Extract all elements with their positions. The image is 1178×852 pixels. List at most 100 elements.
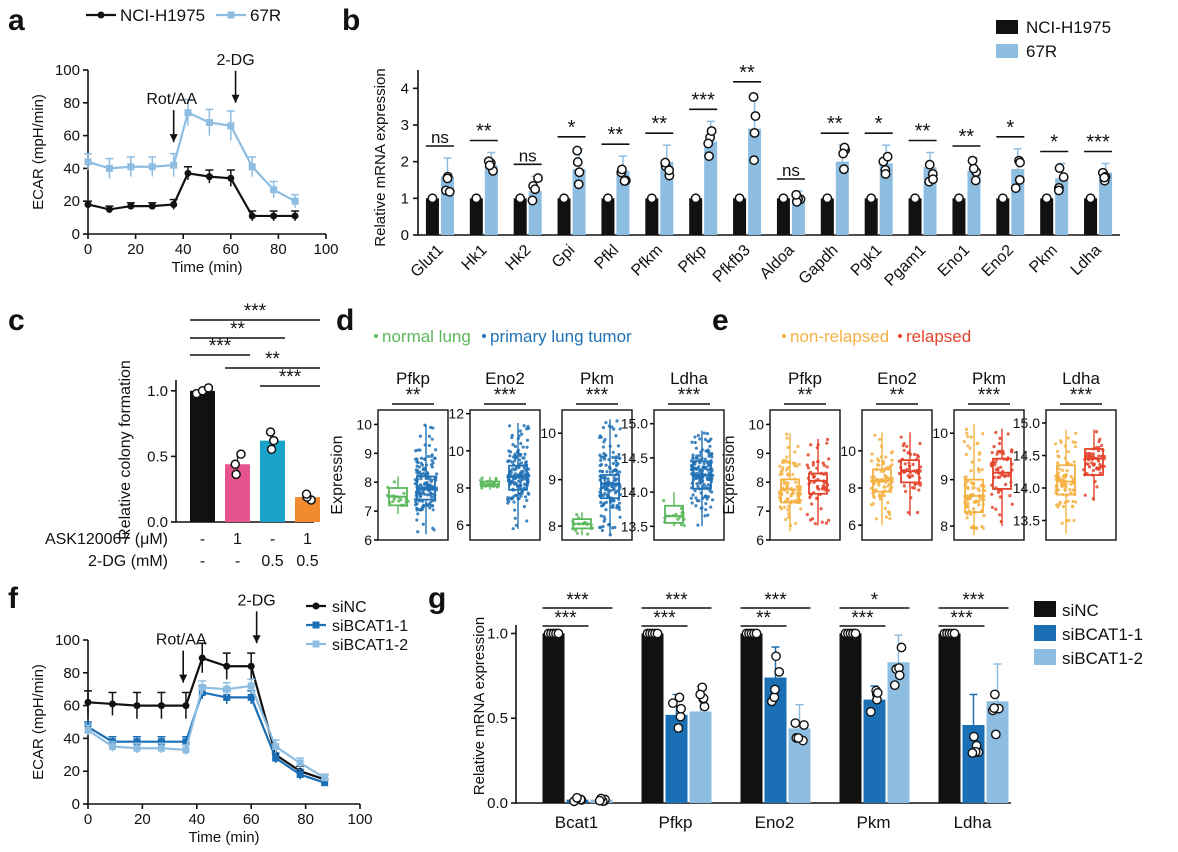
category-label: Bcat1	[555, 813, 598, 832]
data-dot	[512, 500, 516, 504]
annotation-label: 2-DG	[238, 592, 276, 609]
data-dot	[996, 490, 1001, 494]
data-dot	[616, 444, 621, 448]
data-dot	[966, 444, 970, 448]
significance-label: ***	[764, 590, 787, 611]
data-dot	[910, 193, 921, 204]
bar	[704, 141, 718, 235]
y-axis-label: Relative mRNA expression	[471, 617, 488, 795]
y-axis-label: Relative colony formation	[117, 360, 134, 540]
legend-label: siBCAT1-1	[332, 618, 408, 635]
y-tick-label: 15.0	[621, 416, 648, 432]
data-dot	[751, 628, 762, 639]
category-label: Pgk1	[848, 242, 886, 280]
data-dot	[416, 512, 420, 516]
data-point	[321, 774, 329, 782]
data-dot	[771, 651, 781, 662]
significance-label: **	[915, 121, 931, 143]
y-tick-label: 14.5	[1013, 448, 1040, 464]
data-dot	[696, 484, 700, 488]
data-dot	[786, 466, 790, 470]
data-dot	[890, 450, 894, 454]
data-dot	[1069, 491, 1073, 495]
y-tick-label: 0	[401, 227, 409, 244]
category-label: Pkm	[1026, 242, 1061, 277]
data-dot	[598, 525, 602, 530]
data-dot	[611, 450, 615, 454]
data-dot	[786, 508, 790, 512]
data-dot	[822, 485, 826, 489]
data-dot	[431, 508, 435, 512]
data-dot	[1066, 450, 1071, 454]
data-dot	[968, 163, 979, 174]
treatment-value: -	[235, 553, 240, 570]
data-dot	[819, 507, 823, 511]
significance-label: ns	[431, 128, 449, 147]
data-dot	[1074, 431, 1078, 435]
y-tick-label: 20	[63, 763, 80, 780]
data-dot	[699, 476, 703, 480]
data-dot	[782, 505, 787, 509]
data-dot	[1010, 448, 1014, 452]
data-point	[108, 700, 116, 708]
data-dot	[825, 465, 829, 469]
data-dot	[573, 179, 584, 190]
data-dot	[603, 488, 608, 492]
x-tick-label: 80	[297, 811, 314, 828]
bar	[641, 633, 664, 803]
legend-label: primary lung tumor	[490, 327, 632, 346]
data-dot	[698, 453, 702, 458]
data-dot	[902, 484, 906, 488]
box	[1084, 448, 1104, 476]
x-axis-label: Time (min)	[188, 829, 259, 846]
data-dot	[810, 517, 815, 521]
data-dot	[905, 444, 909, 449]
data-dot	[575, 531, 579, 535]
panel-letter-c: c	[8, 304, 25, 337]
data-dot	[996, 466, 1000, 470]
data-dot	[471, 193, 482, 204]
data-dot	[618, 456, 622, 460]
legend-label: non-relapsed	[790, 327, 889, 346]
data-dot	[533, 173, 543, 184]
data-dot	[976, 468, 980, 472]
data-dot	[675, 711, 686, 722]
data-dot	[902, 448, 906, 453]
data-dot	[1058, 500, 1062, 504]
data-dot	[513, 508, 517, 512]
data-dot	[785, 490, 790, 495]
significance-label: *	[1006, 117, 1014, 139]
data-dot	[695, 475, 699, 479]
data-dot	[703, 437, 708, 442]
y-tick-label: 6	[456, 517, 464, 533]
y-tick-label: 8	[548, 518, 556, 534]
data-dot	[430, 465, 434, 469]
data-dot	[778, 193, 789, 204]
x-tick-label: 100	[313, 241, 338, 258]
bar	[1040, 198, 1054, 235]
data-dot	[418, 494, 423, 498]
data-dot	[785, 455, 789, 459]
annotation-arrowhead	[169, 134, 178, 143]
data-dot	[778, 464, 782, 468]
data-dot	[1053, 185, 1064, 196]
data-dot	[599, 500, 603, 505]
data-dot	[821, 461, 825, 465]
y-tick-label: 14.5	[621, 450, 648, 466]
data-dot	[442, 173, 453, 184]
data-dot	[700, 484, 705, 489]
data-dot	[869, 486, 873, 490]
data-dot	[865, 706, 876, 717]
data-dot	[513, 493, 517, 497]
data-dot	[878, 497, 883, 501]
data-dot	[525, 445, 529, 449]
data-point	[227, 122, 235, 130]
data-dot	[1001, 452, 1006, 456]
data-dot	[530, 184, 541, 195]
data-point	[105, 164, 113, 172]
data-dot	[998, 513, 1002, 517]
y-tick-label: 8	[756, 474, 764, 490]
data-dot	[508, 450, 513, 454]
significance-label: ***	[962, 590, 985, 611]
data-dot	[780, 472, 784, 476]
